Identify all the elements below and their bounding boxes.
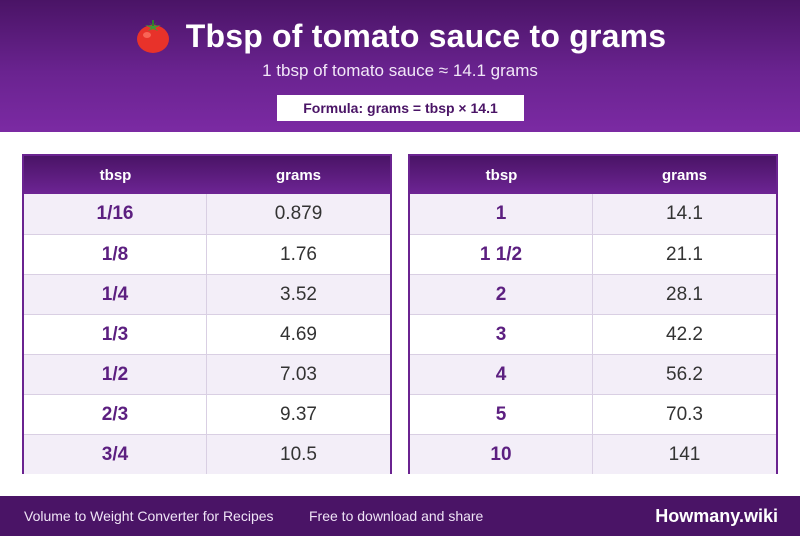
- table-row: 4 56.2: [410, 354, 776, 394]
- tbsp-cell: 1: [410, 194, 593, 234]
- tbsp-cell: 1/2: [24, 355, 207, 394]
- tbsp-cell: 1/3: [24, 315, 207, 354]
- table-row: 1/8 1.76: [24, 234, 390, 274]
- tbsp-cell: 4: [410, 355, 593, 394]
- subtitle: 1 tbsp of tomato sauce ≈ 14.1 grams: [262, 61, 538, 80]
- grams-cell: 3.52: [280, 283, 317, 305]
- tomato-icon: [134, 17, 172, 55]
- table-row: 1 1/2 21.1: [410, 234, 776, 274]
- tbsp-cell: 3/4: [24, 435, 207, 474]
- title-row: Tbsp of tomato sauce to grams: [0, 14, 800, 58]
- grams-cell: 1.76: [280, 243, 317, 265]
- table-row: 1/3 4.69: [24, 314, 390, 354]
- table-row: 5 70.3: [410, 394, 776, 434]
- tbsp-cell: 5: [410, 395, 593, 434]
- table-body: 1/16 0.879 1/8 1.76 1/4 3.52 1/3 4.69 1/2 7.0…: [24, 194, 390, 474]
- table-row: 10 141: [410, 434, 776, 474]
- grams-cell: 9.37: [280, 403, 317, 425]
- grams-cell: 70.3: [666, 403, 703, 425]
- grams-cell: 7.03: [280, 363, 317, 385]
- table-row: 1 14.1: [410, 194, 776, 234]
- tbsp-cell: 1/4: [24, 275, 207, 314]
- table-body: 1 14.1 1 1/2 21.1 2 28.1 3 42.2 4 56.2 5 70.3 …: [410, 194, 776, 474]
- grams-cell: 28.1: [666, 283, 703, 305]
- table-header: tbsp grams: [24, 156, 390, 194]
- column-header-tbsp: tbsp: [99, 166, 132, 184]
- tbsp-cell: 1 1/2: [410, 235, 593, 274]
- conversion-table-right: tbsp grams 1 14.1 1 1/2 21.1 2 28.1 3 42.2 4…: [408, 154, 778, 474]
- table-row: 2 28.1: [410, 274, 776, 314]
- tbsp-cell: 1/8: [24, 235, 207, 274]
- table-row: 1/16 0.879: [24, 194, 390, 234]
- grams-cell: 10.5: [280, 443, 317, 465]
- table-row: 3/4 10.5: [24, 434, 390, 474]
- brand-logo[interactable]: Howmany.wiki: [655, 505, 778, 526]
- grams-cell: 56.2: [666, 363, 703, 385]
- table-row: 2/3 9.37: [24, 394, 390, 434]
- page-title: Tbsp of tomato sauce to grams: [185, 17, 667, 54]
- column-header-grams: grams: [275, 166, 322, 184]
- tbsp-cell: 1/16: [24, 194, 207, 234]
- footer-tagline: Volume to Weight Converter for Recipes: [24, 508, 274, 524]
- tbsp-cell: 10: [410, 435, 593, 474]
- column-header-grams: grams: [661, 166, 708, 184]
- grams-cell: 141: [668, 443, 701, 465]
- header: Tbsp of tomato sauce to grams 1 tbsp of …: [0, 0, 800, 132]
- formula-badge: Formula: grams = tbsp × 14.1: [277, 95, 524, 121]
- tbsp-cell: 2/3: [24, 395, 207, 434]
- tbsp-cell: 2: [410, 275, 593, 314]
- grams-cell: 42.2: [666, 323, 703, 345]
- table-header: tbsp grams: [410, 156, 776, 194]
- tbsp-cell: 3: [410, 315, 593, 354]
- table-row: 1/4 3.52: [24, 274, 390, 314]
- footer-share-note: Free to download and share: [309, 508, 484, 524]
- grams-cell: 14.1: [666, 203, 703, 224]
- table-row: 1/2 7.03: [24, 354, 390, 394]
- conversion-table-left: tbsp grams 1/16 0.879 1/8 1.76 1/4 3.52 1/3…: [22, 154, 392, 474]
- grams-cell: 4.69: [280, 323, 317, 345]
- grams-cell: 0.879: [274, 203, 323, 224]
- column-header-tbsp: tbsp: [485, 166, 518, 184]
- table-row: 3 42.2: [410, 314, 776, 354]
- grams-cell: 21.1: [666, 243, 703, 265]
- footer: Volume to Weight Converter for Recipes F…: [0, 496, 800, 536]
